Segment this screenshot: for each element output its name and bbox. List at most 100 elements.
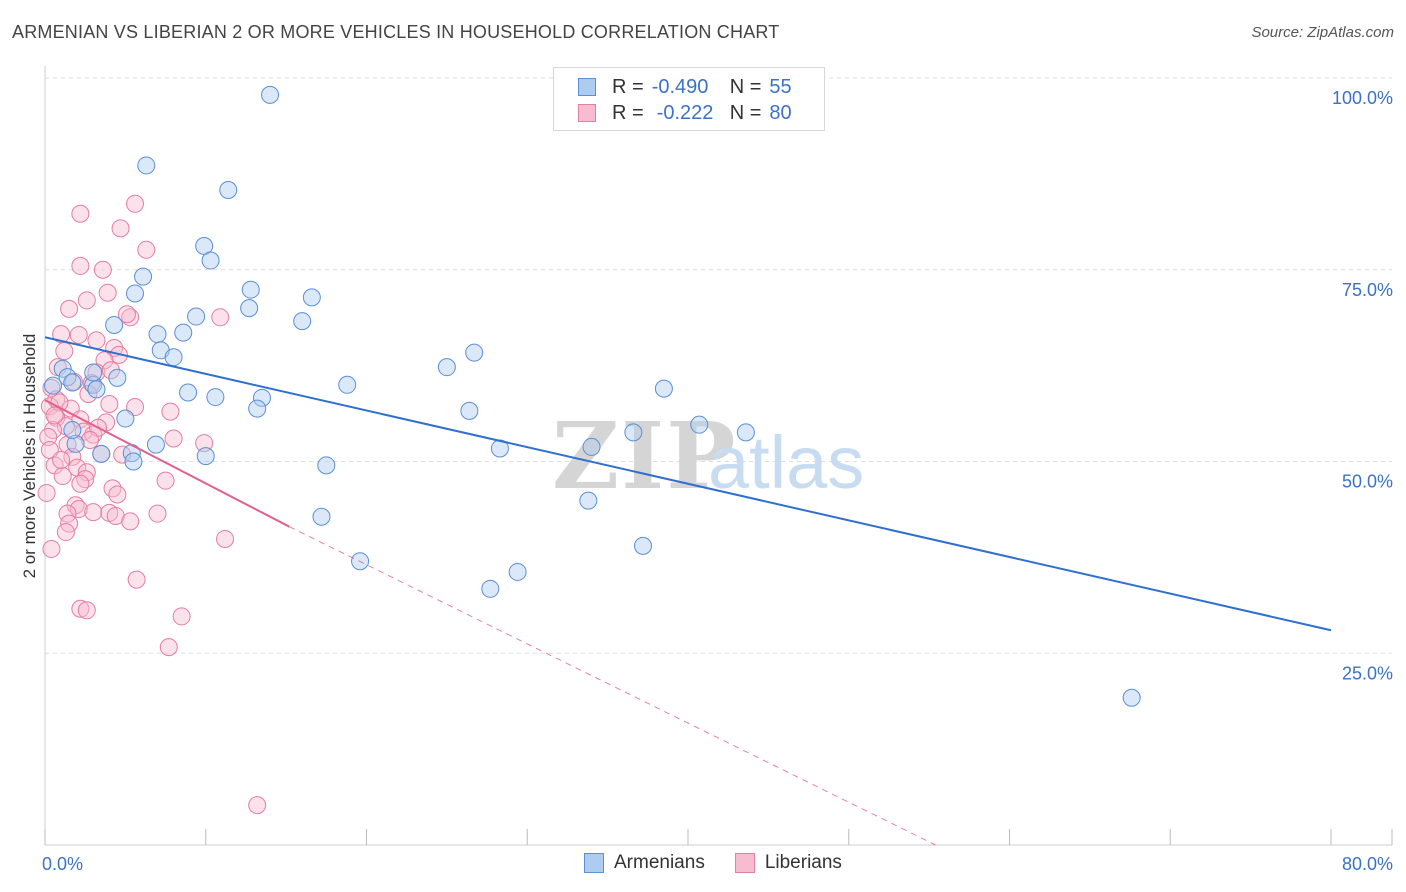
liberian-point [39,427,58,446]
legend-row-liberians: R = -0.222 N = 80 [578,101,792,125]
armenian-point [654,379,673,398]
armenian-point [261,85,280,104]
armenian-point [164,348,183,367]
liberian-point [69,325,88,344]
armenian-point [508,562,527,581]
liberian-point [211,308,230,327]
source-label: Source: ZipAtlas.com [1251,24,1394,41]
series-legend-liberians[interactable]: Liberians [734,852,842,874]
armenian-point [579,491,598,510]
liberian-point [126,194,145,213]
liberian-point [127,570,146,589]
armenian-point [201,251,220,270]
liberian-point [117,305,136,324]
liberian-point [161,402,180,421]
armenian-point [219,180,238,199]
y-tick-label: 50.0% [1342,472,1393,492]
armenian-point [206,388,225,407]
liberian-point [87,331,106,350]
liberian-trend-line [44,399,290,528]
series-swatch-blue [584,853,604,873]
armenian-point [317,456,336,475]
liberian-point [148,504,167,523]
armenian-point [134,267,153,286]
liberian-point [55,342,74,361]
armenian-point [302,288,321,307]
liberian-point [71,474,90,493]
armenian-point [84,363,103,382]
liberian-point [156,471,175,490]
armenian-point [253,388,272,407]
trend-layer [44,336,1332,846]
armenian-point [338,375,357,394]
y-tick-label: 100.0% [1332,88,1393,108]
liberian-point [111,219,130,238]
liberian-point [137,240,156,259]
armenian-point [465,343,484,362]
watermark-atlas: atlas [708,421,864,504]
legend-r-value: -0.222 [656,101,714,124]
armenian-point [248,399,267,418]
liberian-point [77,601,96,620]
armenian-point [174,323,193,342]
armenian-point [241,280,260,299]
liberian-point [172,607,191,626]
armenian-point [624,423,643,442]
liberian-point [52,450,71,469]
liberian-point [121,308,140,327]
series-label-armenians: Armenians [614,852,705,873]
liberian-point [126,398,145,417]
liberian-point [60,299,79,318]
armenian-point [736,423,755,442]
liberian-point [93,260,112,279]
liberian-point [64,372,83,391]
armenian-point [53,359,72,378]
liberian-point [164,429,183,448]
legend-r-label: R = [612,101,644,124]
series-legend-armenians[interactable]: Armenians [584,852,705,874]
liberian-point [101,361,120,380]
armenian-point [187,307,206,326]
armenian-point [137,156,156,175]
legend-n-value: 80 [769,101,792,124]
legend-n-label: N = [729,101,762,124]
liberian-point [71,256,90,275]
armenian-point [293,312,312,331]
grid-layer [45,77,1392,654]
liberian-point [98,283,117,302]
armenian-point [63,373,82,392]
liberian-point [108,485,127,504]
liberian-point [216,529,235,548]
liberian-point [42,539,61,558]
liberian-point [71,204,90,223]
chart-title: ARMENIAN VS LIBERIAN 2 OR MORE VEHICLES … [12,22,780,42]
liberian-point [37,483,56,502]
y-axis-label: 2 or more Vehicles in Household [20,333,39,579]
armenian-point [146,435,165,454]
armenian-point [196,447,215,466]
series-swatch-pink [734,853,755,873]
armenian-point [633,536,652,555]
armenian-point [105,315,124,334]
legend-r-label: R = [612,75,644,98]
liberian-trend-extension [289,526,936,846]
armenian-point [92,444,111,463]
armenian-point [690,415,709,434]
watermark: ZIP atlas [552,402,864,510]
liberian-point [121,512,140,531]
correlation-legend: R = -0.490 N = 55 R = -0.222 N = 80 [553,67,825,131]
armenian-point [481,579,500,598]
liberian-point [103,479,122,498]
liberian-point [53,467,72,486]
armenian-point [63,421,82,440]
liberian-point [77,463,96,482]
liberian-point [77,291,96,310]
armenian-point [582,437,601,456]
armenian-point [87,380,106,399]
legend-swatch-pink [578,104,596,122]
y-tick-label: 25.0% [1342,663,1393,683]
y-tick-label: 75.0% [1342,280,1393,300]
x-tick-label: 0.0% [42,854,83,874]
axis-layer [44,66,1393,846]
